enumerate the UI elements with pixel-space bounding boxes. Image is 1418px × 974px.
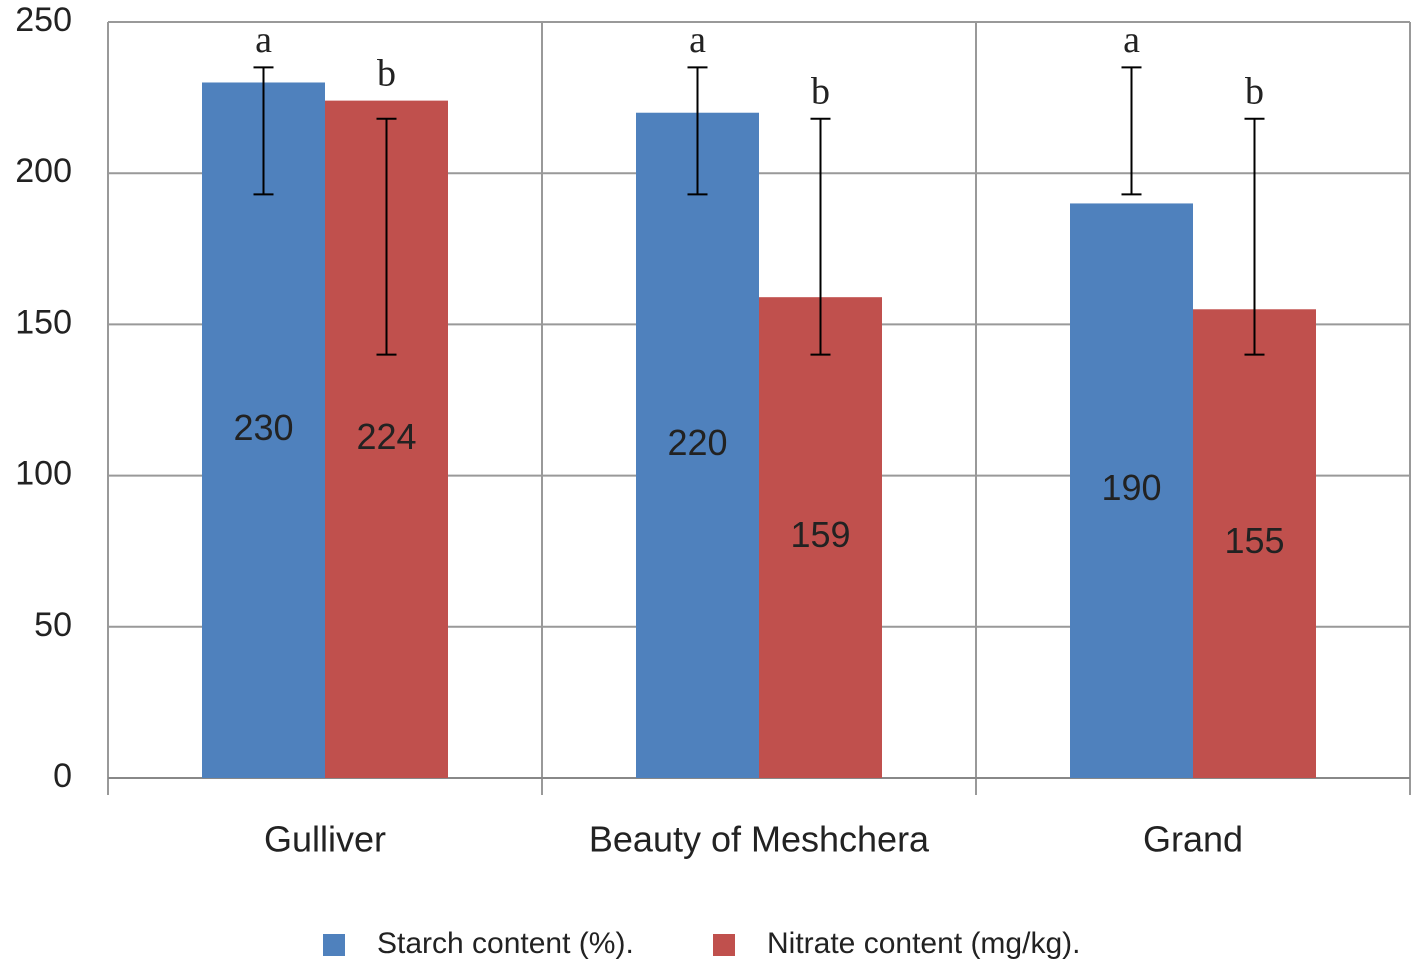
significance-label: b <box>1245 70 1264 112</box>
value-label: 220 <box>667 422 727 463</box>
value-label: 155 <box>1224 520 1284 561</box>
legend-swatch <box>713 934 735 956</box>
x-tick-label: Grand <box>1143 819 1243 860</box>
significance-label: a <box>689 19 706 61</box>
y-tick-label: 50 <box>34 606 72 644</box>
y-tick-label: 250 <box>15 1 72 39</box>
significance-label: b <box>811 70 830 112</box>
y-tick-label: 100 <box>15 455 72 493</box>
bar <box>636 112 759 779</box>
legend-label: Nitrate content (mg/kg). <box>767 927 1080 960</box>
x-tick-label: Beauty of Meshchera <box>589 819 930 860</box>
bar <box>1193 309 1316 778</box>
y-tick-label: 150 <box>15 303 72 341</box>
bar <box>1070 203 1193 778</box>
y-tick-label: 0 <box>53 757 72 795</box>
significance-label: a <box>255 19 272 61</box>
y-tick-label: 200 <box>15 152 72 190</box>
legend-label: Starch content (%). <box>377 927 634 960</box>
x-tick-label: Gulliver <box>264 819 386 860</box>
value-label: 190 <box>1101 467 1161 508</box>
value-label: 224 <box>356 416 416 457</box>
bar <box>759 297 882 778</box>
legend-swatch <box>323 934 345 956</box>
value-label: 159 <box>790 514 850 555</box>
bar <box>202 82 325 779</box>
value-label: 230 <box>233 407 293 448</box>
significance-label: a <box>1123 19 1140 61</box>
significance-label: b <box>377 52 396 94</box>
